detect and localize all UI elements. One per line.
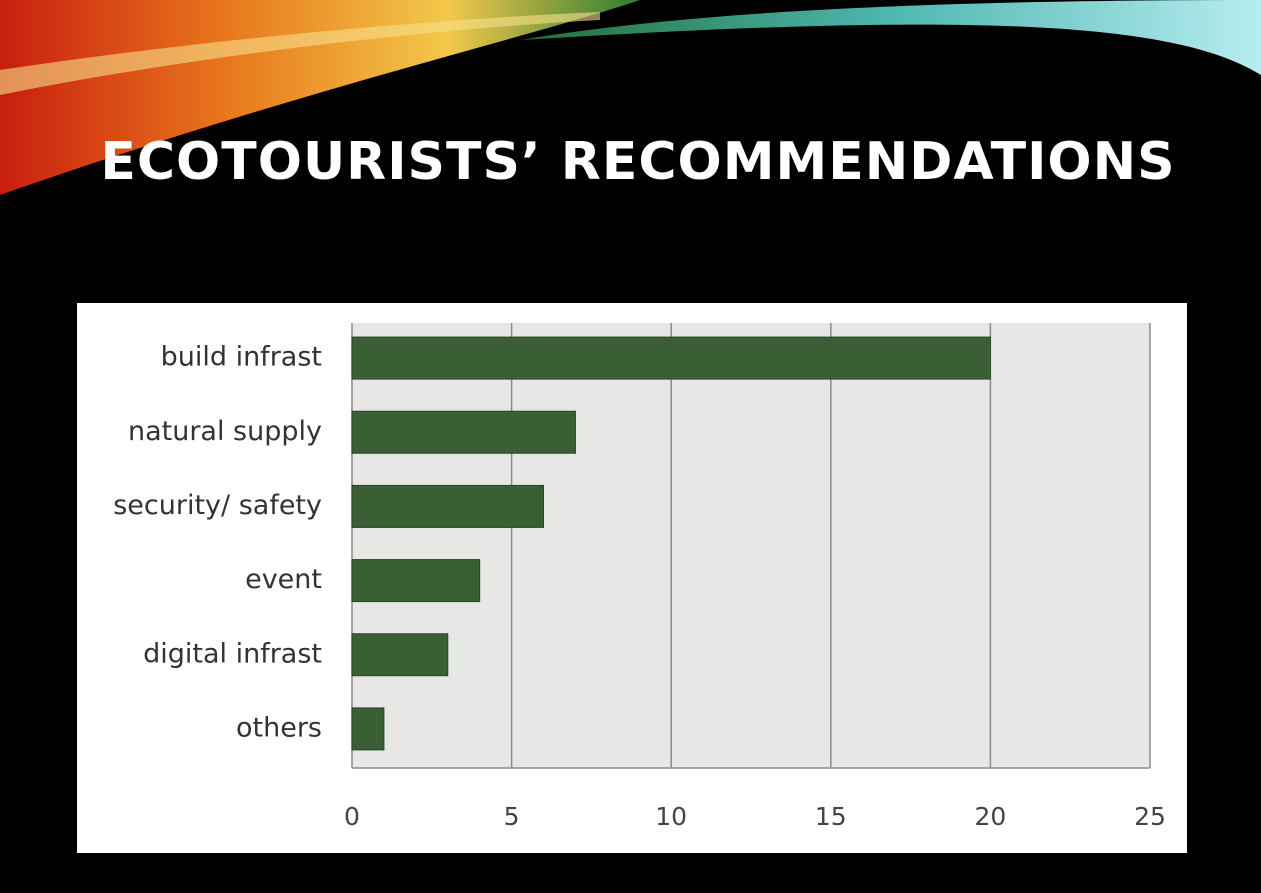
y-tick-label: others — [236, 712, 322, 743]
chart-title: ECOTOURISTS’ RECOMMENDATIONS — [100, 132, 1175, 192]
x-tick-label: 5 — [504, 802, 520, 831]
bar — [352, 337, 990, 379]
plot-area — [352, 323, 1150, 768]
bar — [352, 634, 448, 676]
y-tick-label: security/ safety — [113, 490, 322, 521]
x-tick-label: 0 — [344, 802, 360, 831]
bar — [352, 411, 575, 453]
bar — [352, 708, 384, 750]
y-tick-label: natural supply — [128, 416, 322, 447]
y-tick-label: event — [245, 564, 322, 595]
y-tick-label: digital infrast — [143, 638, 322, 669]
x-tick-label: 20 — [974, 802, 1006, 831]
bar — [352, 485, 544, 527]
page: {"chart_data": {"type": "bar", "orientat… — [0, 0, 1261, 893]
bar — [352, 560, 480, 602]
x-tick-label: 25 — [1134, 802, 1166, 831]
y-tick-label: build infrast — [161, 342, 322, 373]
slide: ECOTOURISTS’ RECOMMENDATIONS 0 5 10 15 20 25 b… — [0, 0, 1261, 893]
x-tick-label: 15 — [815, 802, 847, 831]
x-tick-label: 10 — [655, 802, 687, 831]
